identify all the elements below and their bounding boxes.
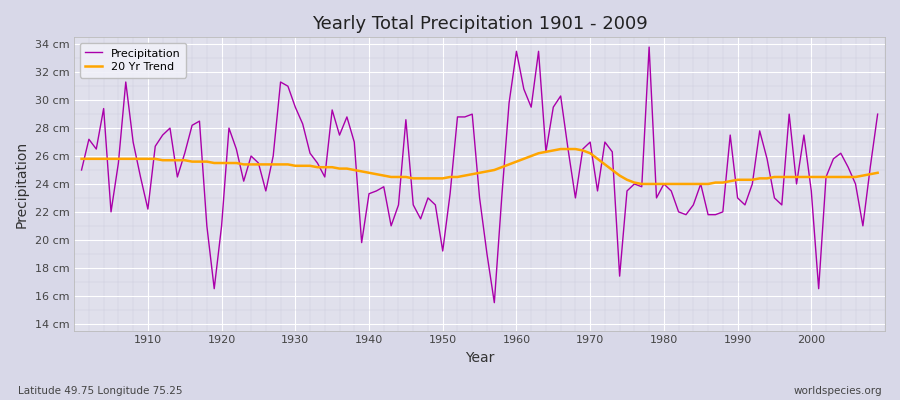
- Text: worldspecies.org: worldspecies.org: [794, 386, 882, 396]
- Title: Yearly Total Precipitation 1901 - 2009: Yearly Total Precipitation 1901 - 2009: [311, 15, 647, 33]
- 20 Yr Trend: [555, 147, 566, 152]
- 20 Yr Trend: [636, 182, 647, 186]
- 20 Yr Trend: [135, 156, 146, 161]
- 20 Yr Trend: [341, 166, 352, 171]
- Precipitation: [489, 300, 500, 305]
- 20 Yr Trend: [76, 156, 87, 161]
- Precipitation: [607, 150, 617, 154]
- X-axis label: Year: Year: [465, 351, 494, 365]
- Precipitation: [872, 112, 883, 116]
- 20 Yr Trend: [872, 170, 883, 175]
- Legend: Precipitation, 20 Yr Trend: Precipitation, 20 Yr Trend: [80, 43, 186, 78]
- Line: Precipitation: Precipitation: [82, 47, 878, 303]
- Text: Latitude 49.75 Longitude 75.25: Latitude 49.75 Longitude 75.25: [18, 386, 183, 396]
- Precipitation: [341, 114, 352, 119]
- Precipitation: [297, 122, 308, 126]
- 20 Yr Trend: [504, 162, 515, 167]
- 20 Yr Trend: [297, 164, 308, 168]
- 20 Yr Trend: [607, 168, 617, 172]
- Line: 20 Yr Trend: 20 Yr Trend: [82, 149, 878, 184]
- Y-axis label: Precipitation: Precipitation: [15, 140, 29, 228]
- Precipitation: [135, 174, 146, 179]
- Precipitation: [644, 45, 654, 50]
- Precipitation: [511, 49, 522, 54]
- Precipitation: [518, 87, 529, 92]
- Precipitation: [76, 168, 87, 172]
- 20 Yr Trend: [511, 159, 522, 164]
